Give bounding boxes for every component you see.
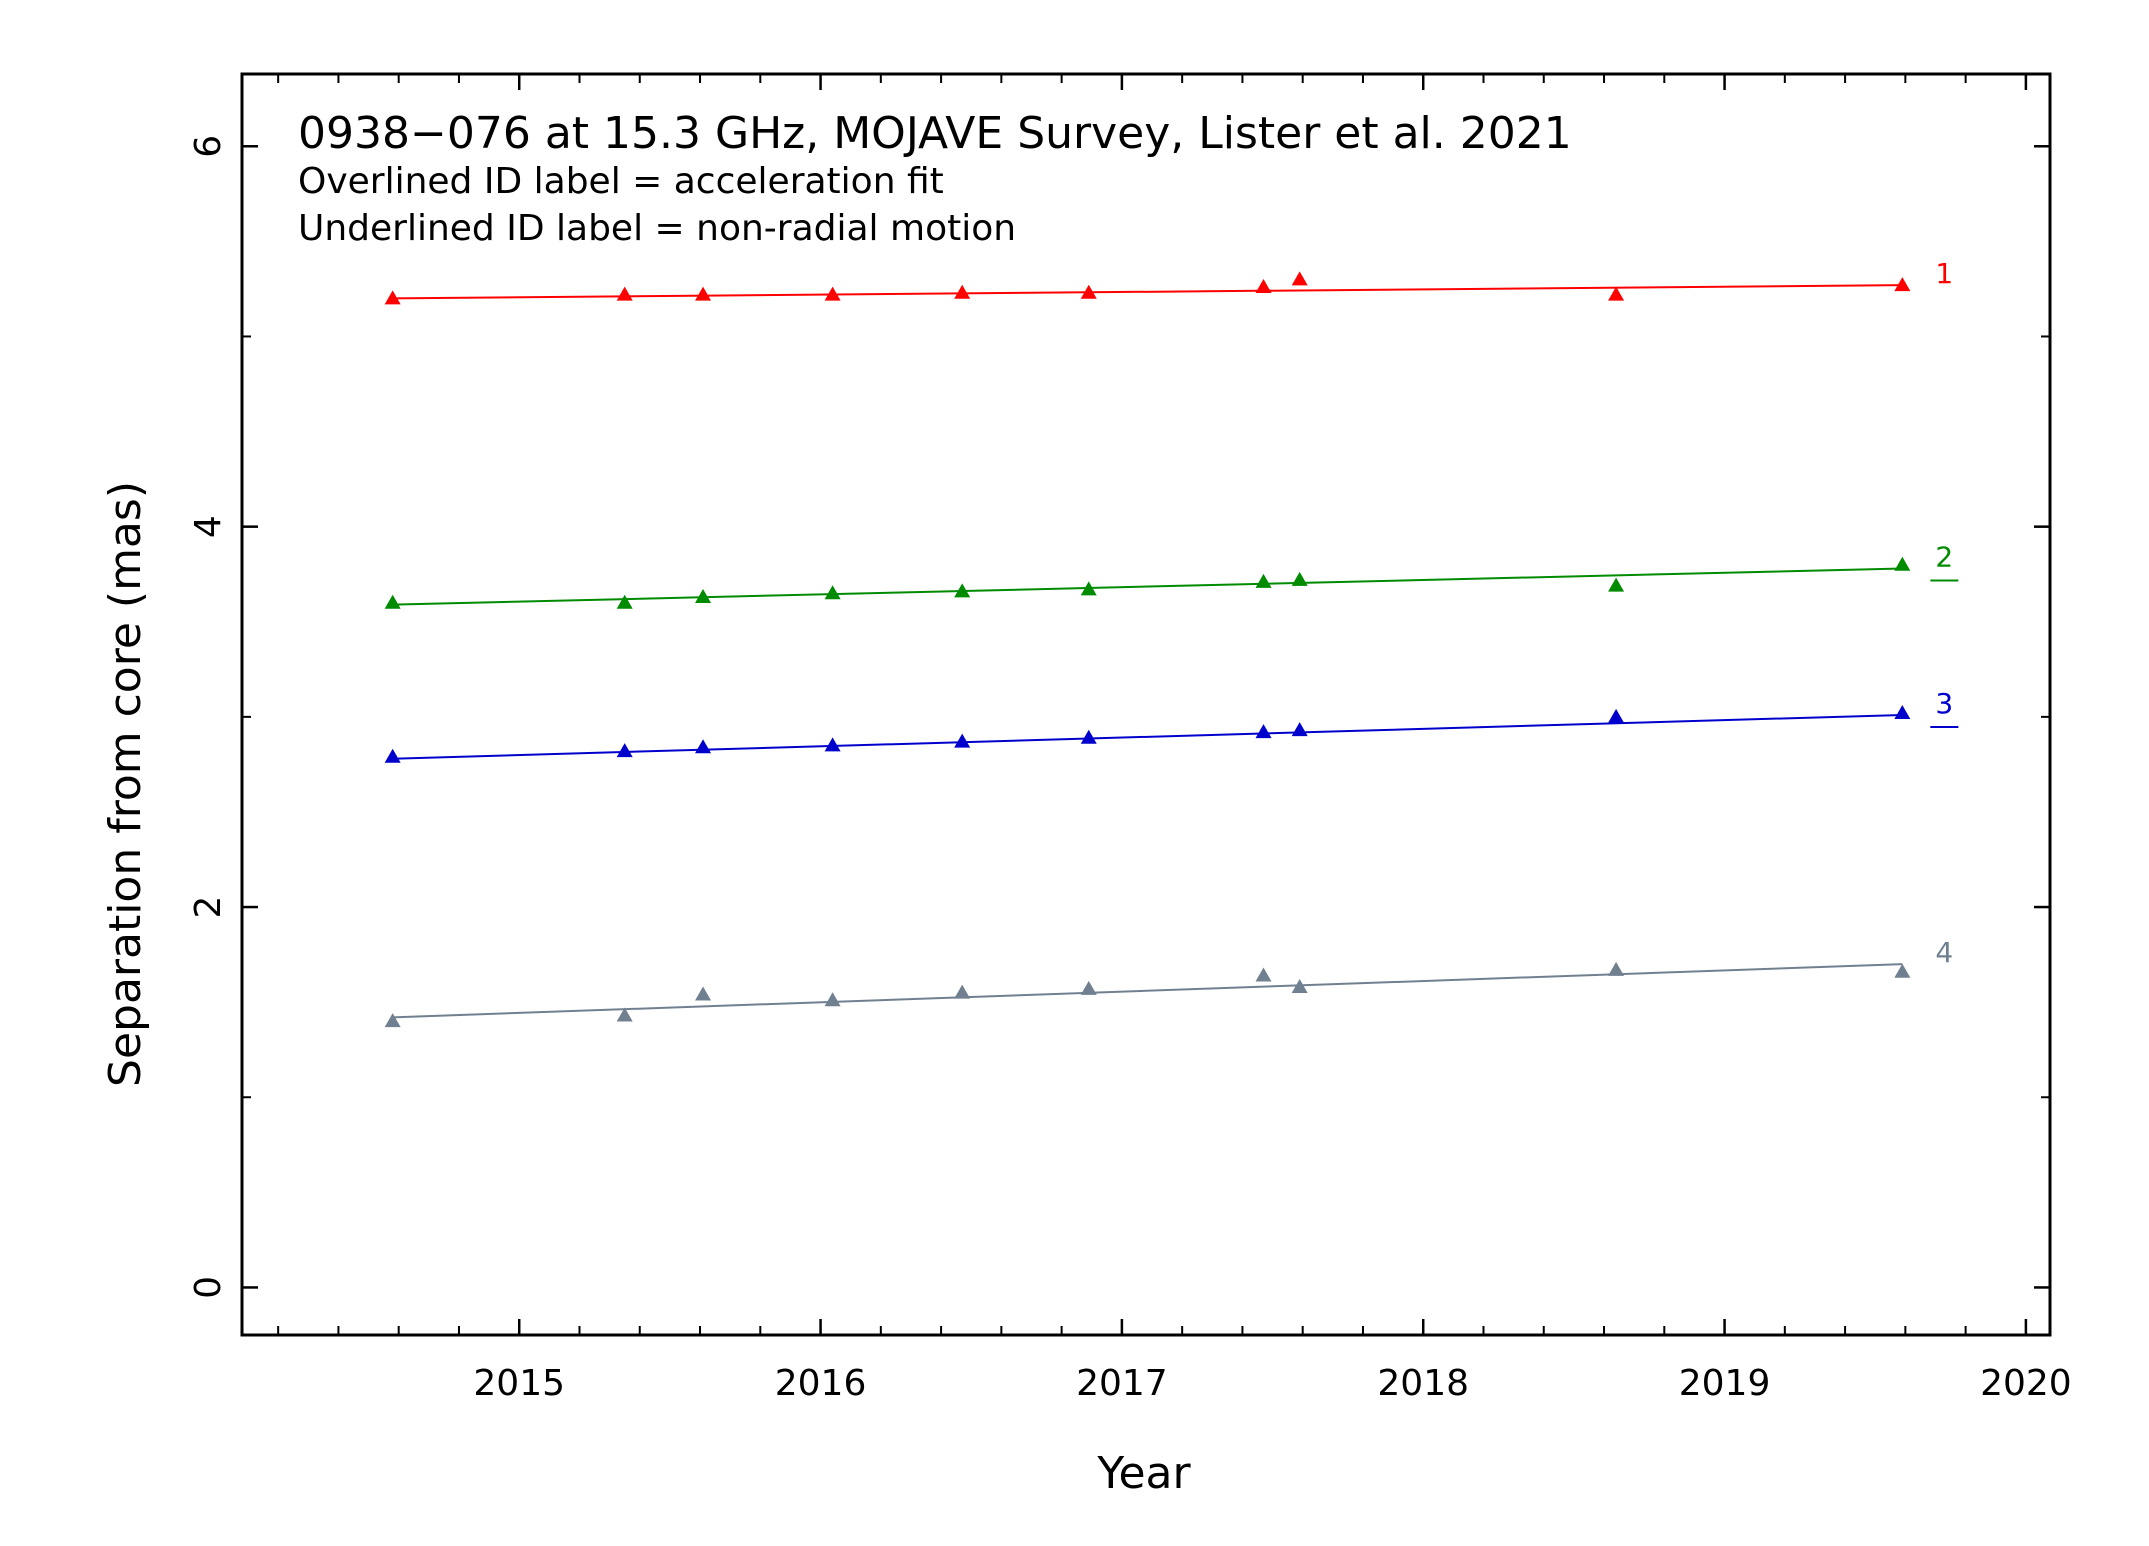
series-label: 1 <box>1935 257 1953 290</box>
data-point <box>1080 729 1097 744</box>
x-tick-label: 2018 <box>1377 1363 1469 1404</box>
data-point <box>824 737 841 752</box>
y-tick-label: 0 <box>188 1276 229 1299</box>
series-label: 4 <box>1935 936 1953 969</box>
series-1: 1 <box>384 257 1953 305</box>
chart-subtitle-non-radial: Underlined ID label = non-radial motion <box>298 208 1016 249</box>
data-point <box>695 589 712 604</box>
data-point <box>616 594 633 609</box>
series-3: 3 <box>384 687 1959 763</box>
data-point <box>1080 980 1097 995</box>
data-point <box>954 284 971 299</box>
plot-frame <box>240 72 2052 1337</box>
data-point <box>824 286 841 301</box>
data-point <box>1080 581 1097 596</box>
data-point <box>1608 577 1625 592</box>
data-point <box>1894 277 1911 292</box>
series-label: 3 <box>1935 687 1953 720</box>
x-tick-label: 2019 <box>1679 1363 1771 1404</box>
data-point <box>1255 724 1272 739</box>
series-4: 4 <box>384 936 1953 1028</box>
fit-line <box>392 963 1903 1019</box>
x-tick-label: 2016 <box>775 1363 867 1404</box>
data-point <box>1291 978 1308 993</box>
chart-subtitle-acceleration: Overlined ID label = acceleration fit <box>298 161 944 202</box>
y-tick-label: 4 <box>188 515 229 538</box>
data-point <box>384 1013 401 1028</box>
data-point <box>1080 284 1097 299</box>
data-point <box>1894 963 1911 978</box>
data-point <box>954 984 971 999</box>
data-point <box>384 290 401 305</box>
data-point <box>954 733 971 748</box>
x-tick-label: 2015 <box>473 1363 565 1404</box>
data-point <box>1608 286 1625 301</box>
data-point <box>1894 705 1911 720</box>
data-point <box>384 594 401 609</box>
data-point <box>1894 556 1911 571</box>
axes-layer: 2015 2016 2017 2018 2019 2020 0 2 4 6 <box>188 74 2072 1404</box>
data-point <box>1291 271 1308 286</box>
series-label: 2 <box>1935 541 1953 574</box>
data-point <box>1255 279 1272 294</box>
fit-line <box>392 713 1903 760</box>
data-point <box>1608 708 1625 723</box>
data-point <box>1255 967 1272 982</box>
x-axis-label: Year <box>1096 1448 1191 1499</box>
chart-title: 0938−076 at 15.3 GHz, MOJAVE Survey, Lis… <box>298 108 1572 159</box>
y-tick-label: 6 <box>188 135 229 158</box>
y-tick-label: 2 <box>188 896 229 919</box>
fit-line <box>392 284 1903 300</box>
data-point <box>695 739 712 754</box>
data-point <box>1255 573 1272 588</box>
x-tick-label: 2017 <box>1076 1363 1168 1404</box>
y-axis-label: Separation from core (mas) <box>100 481 151 1087</box>
data-point <box>616 1007 633 1022</box>
data-point <box>695 286 712 301</box>
data-point <box>695 986 712 1001</box>
series-layer: 1 2 3 4 <box>384 257 1959 1028</box>
series-2: 2 <box>384 541 1959 609</box>
data-point <box>1608 961 1625 976</box>
data-point <box>824 585 841 600</box>
data-point <box>1291 722 1308 737</box>
data-point <box>616 286 633 301</box>
fit-line <box>392 567 1903 606</box>
data-point <box>384 748 401 763</box>
data-point <box>616 743 633 758</box>
x-tick-label: 2020 <box>1980 1363 2072 1404</box>
data-point <box>954 583 971 598</box>
data-point <box>824 992 841 1007</box>
data-point <box>1291 571 1308 586</box>
